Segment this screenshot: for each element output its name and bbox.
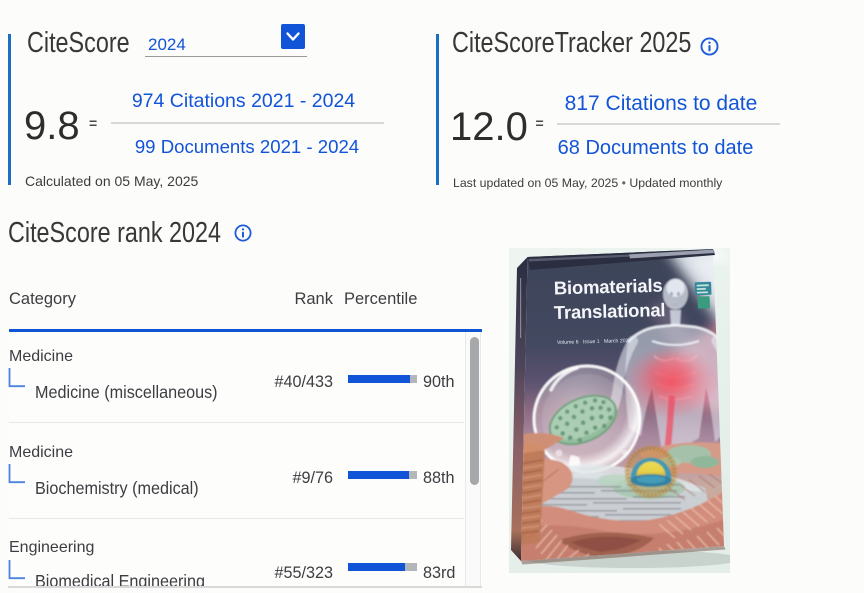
svg-text:Volume 6 Issue 1 March 202: Volume 6 Issue 1 March 2025 <box>557 338 632 346</box>
svg-text:Translational: Translational <box>554 299 666 323</box>
svg-text:Biomaterials: Biomaterials <box>554 275 663 299</box>
